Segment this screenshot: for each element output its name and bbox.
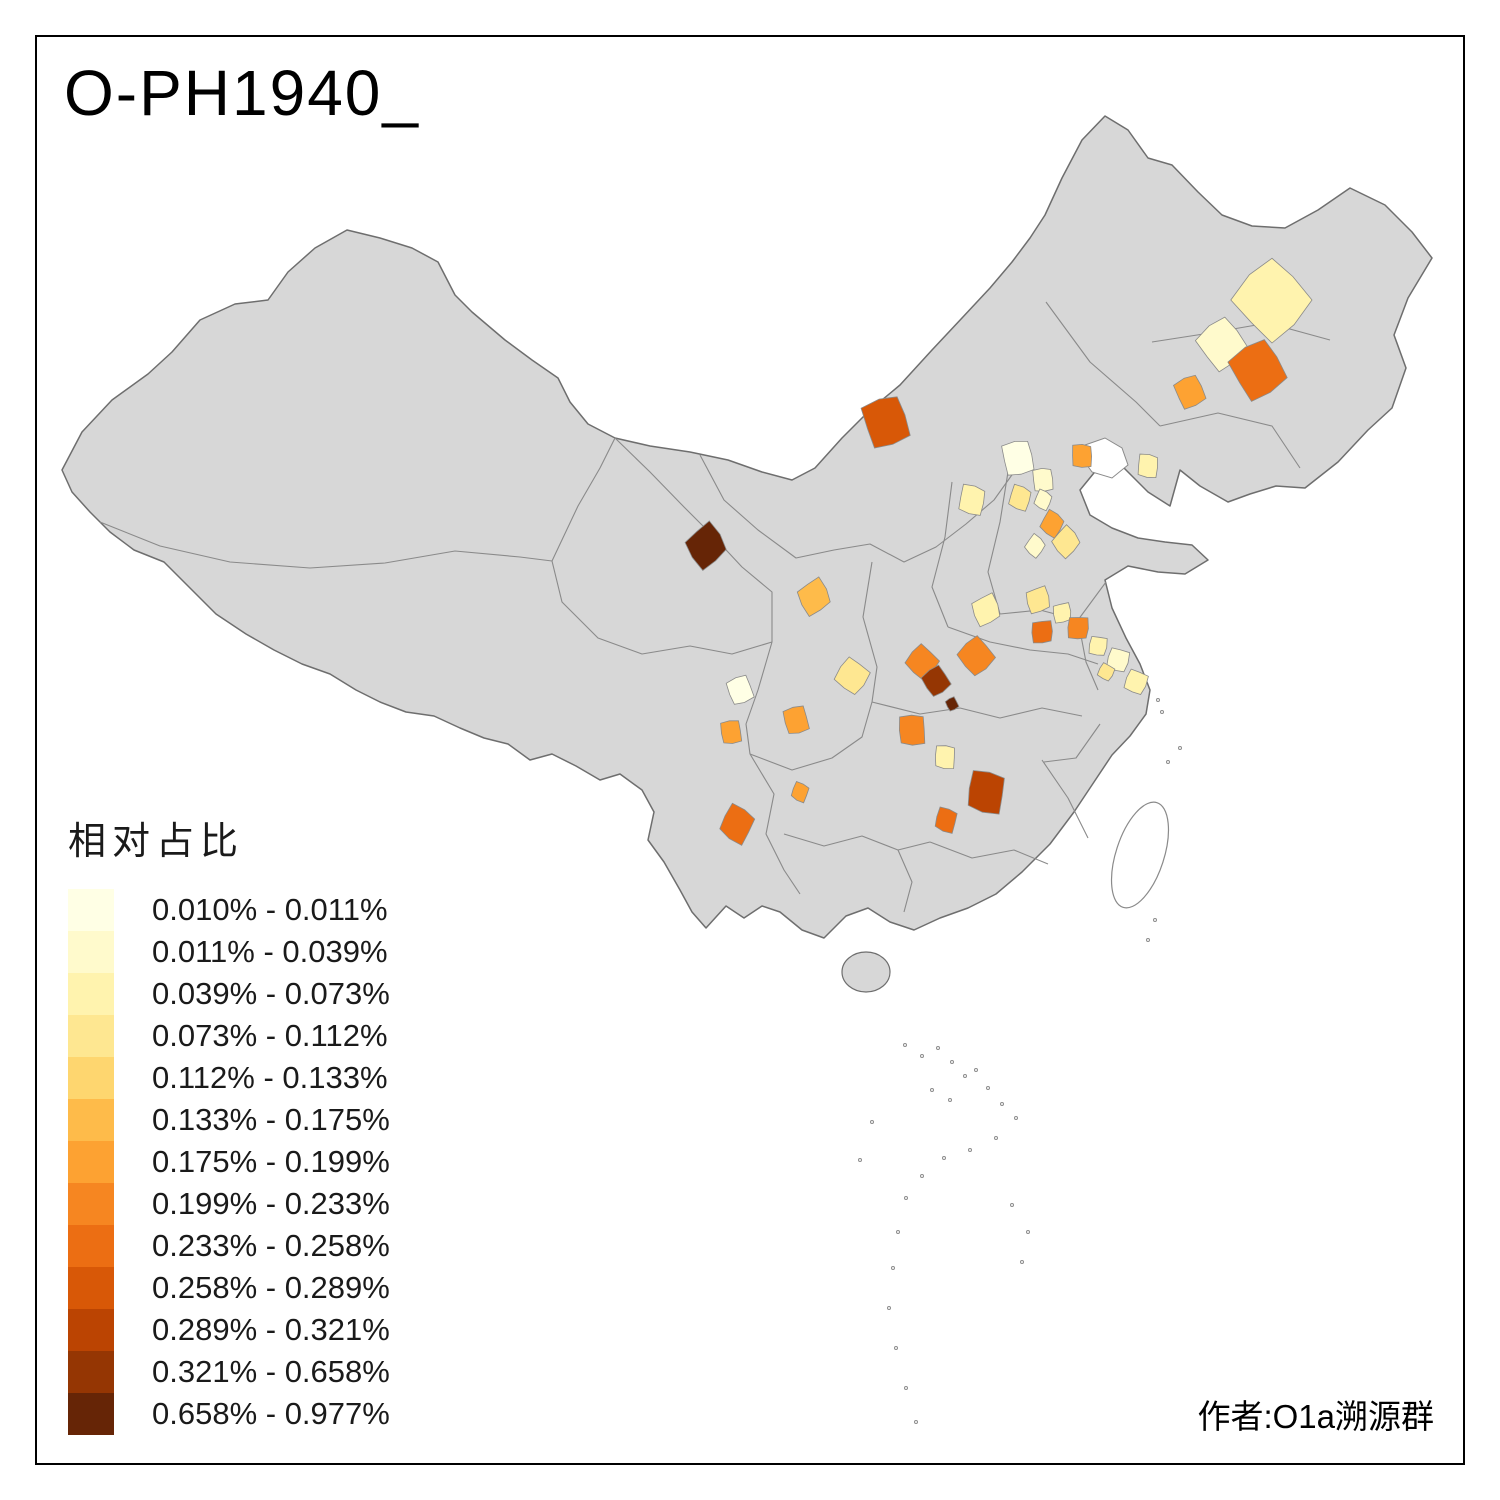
legend-swatch — [68, 1225, 114, 1267]
map-region — [967, 770, 1005, 815]
legend-label: 0.233% - 0.258% — [152, 1228, 390, 1263]
map-region — [1072, 443, 1093, 468]
legend-row: 0.233% - 0.258% — [68, 1225, 390, 1267]
map-region — [1031, 620, 1053, 644]
legend-label: 0.133% - 0.175% — [152, 1102, 390, 1137]
regions-layer — [684, 257, 1313, 846]
map-region — [1227, 339, 1288, 402]
legend-label: 0.658% - 0.977% — [152, 1396, 390, 1431]
legend-label: 0.039% - 0.073% — [152, 976, 390, 1011]
map-region — [719, 802, 756, 846]
map-region — [1033, 488, 1053, 512]
map-region — [796, 576, 831, 618]
legend-label: 0.011% - 0.039% — [152, 934, 388, 969]
map-region — [944, 696, 960, 712]
legend-entries: 0.010% - 0.011% 0.011% - 0.039% 0.039% - 0… — [68, 889, 390, 1435]
map-region — [1067, 617, 1089, 640]
attribution-text: 作者:O1a溯源群 — [1197, 1398, 1434, 1435]
map-region — [1230, 257, 1313, 344]
map-region — [860, 396, 911, 449]
legend-label: 0.073% - 0.112% — [152, 1018, 388, 1053]
legend-swatch — [68, 1015, 114, 1057]
legend-swatch — [68, 1309, 114, 1351]
legend-row: 0.199% - 0.233% — [68, 1183, 390, 1225]
legend-row: 0.073% - 0.112% — [68, 1015, 390, 1057]
legend-label: 0.199% - 0.233% — [152, 1186, 390, 1221]
map-region — [684, 520, 727, 571]
map-region — [833, 656, 871, 696]
legend-row: 0.321% - 0.658% — [68, 1351, 390, 1393]
map-region — [1001, 440, 1035, 476]
map-region — [1032, 467, 1054, 492]
legend-row: 0.175% - 0.199% — [68, 1141, 390, 1183]
legend-swatch — [68, 1141, 114, 1183]
sea-islands — [858, 698, 1182, 1424]
legend-label: 0.321% - 0.658% — [152, 1354, 390, 1389]
map-region — [790, 780, 810, 804]
province-borders — [99, 301, 1331, 913]
legend-title: 相对占比 — [68, 821, 245, 863]
legend-row: 0.112% - 0.133% — [68, 1057, 390, 1099]
legend-swatch — [68, 889, 114, 931]
legend-row: 0.011% - 0.039% — [68, 931, 390, 973]
legend-swatch — [68, 1393, 114, 1435]
map-region — [934, 745, 955, 770]
map-region — [782, 705, 810, 734]
legend-swatch — [68, 1057, 114, 1099]
legend-row: 0.039% - 0.073% — [68, 973, 390, 1015]
map-region — [720, 720, 743, 744]
map-region — [1008, 483, 1032, 512]
map-region — [934, 806, 958, 834]
legend-label: 0.289% - 0.321% — [152, 1312, 390, 1347]
map-region — [725, 674, 755, 705]
map-region — [920, 664, 952, 697]
legend-swatch — [68, 1351, 114, 1393]
map-region — [1106, 647, 1131, 673]
legend-row: 0.010% - 0.011% — [68, 889, 390, 931]
legend-row: 0.133% - 0.175% — [68, 1099, 390, 1141]
map-region — [1173, 374, 1207, 410]
map-region — [1024, 532, 1046, 559]
map-region — [1088, 635, 1108, 656]
map-region — [1137, 453, 1159, 479]
map-region — [958, 483, 986, 516]
legend-swatch — [68, 973, 114, 1015]
map-region — [1051, 524, 1081, 560]
map-region — [1123, 668, 1149, 695]
legend-label: 0.010% - 0.011% — [152, 892, 388, 927]
legend: 相对占比 0.010% - 0.011% 0.011% - 0.039% 0.039… — [68, 810, 390, 1435]
map-region — [956, 635, 997, 677]
legend-label: 0.175% - 0.199% — [152, 1144, 390, 1179]
legend-label: 0.112% - 0.133% — [152, 1060, 388, 1095]
map-region — [898, 714, 926, 746]
hainan-island — [841, 951, 891, 993]
legend-swatch — [68, 1099, 114, 1141]
map-title: O-PH1940_ — [64, 57, 420, 129]
taiwan-island — [1110, 801, 1170, 909]
legend-row: 0.658% - 0.977% — [68, 1393, 390, 1435]
legend-swatch — [68, 931, 114, 973]
legend-label: 0.258% - 0.289% — [152, 1270, 390, 1305]
map-region — [1096, 662, 1116, 682]
legend-swatch — [68, 1267, 114, 1309]
map-region — [1052, 602, 1072, 624]
legend-row: 0.289% - 0.321% — [68, 1309, 390, 1351]
map-region — [1025, 585, 1050, 615]
legend-swatch — [68, 1183, 114, 1225]
legend-row: 0.258% - 0.289% — [68, 1267, 390, 1309]
map-region — [971, 592, 1001, 628]
